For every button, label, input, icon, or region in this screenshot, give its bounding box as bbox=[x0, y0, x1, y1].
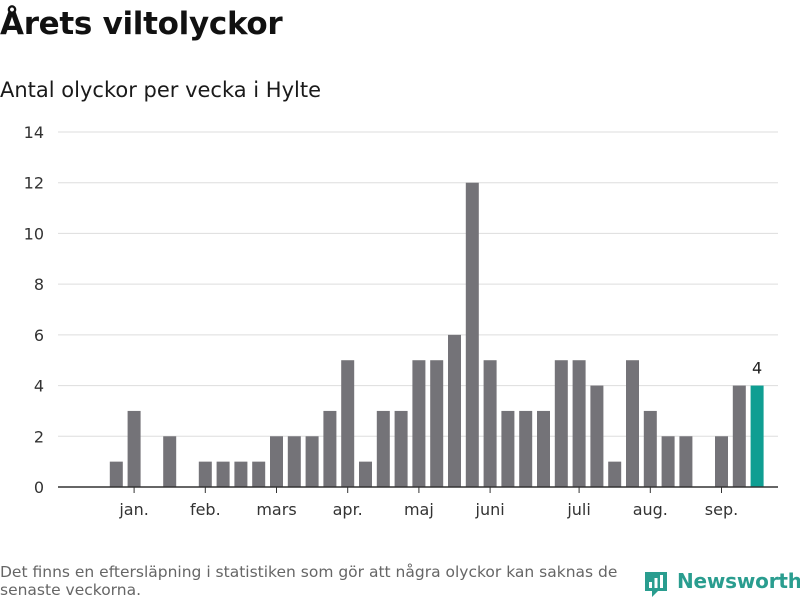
bar[interactable] bbox=[163, 436, 177, 487]
data-labels: 4 bbox=[752, 359, 762, 378]
bar[interactable] bbox=[643, 410, 657, 487]
bar[interactable] bbox=[412, 360, 426, 487]
bar[interactable] bbox=[359, 461, 372, 487]
footnote: Det finns en eftersläpning i statistiken… bbox=[0, 563, 618, 599]
bar[interactable] bbox=[270, 436, 283, 487]
y-axis-ticks: 0 2 4 6 8 10 12 14 bbox=[24, 123, 44, 497]
y-tick-label: 2 bbox=[34, 427, 44, 446]
bar[interactable] bbox=[590, 385, 604, 487]
bar[interactable] bbox=[448, 334, 461, 487]
data-label: 4 bbox=[752, 359, 762, 378]
bar[interactable] bbox=[501, 410, 515, 487]
bar[interactable] bbox=[127, 410, 141, 487]
x-tick-label: juli bbox=[566, 500, 590, 519]
bar[interactable] bbox=[216, 461, 230, 487]
y-tick-label: 6 bbox=[34, 326, 44, 345]
bar[interactable] bbox=[465, 182, 479, 487]
x-tick-label: maj bbox=[404, 500, 434, 519]
x-axis-ticks: jan. feb. mars apr. maj juni juli aug. sep. bbox=[118, 487, 738, 519]
x-tick-label: juni bbox=[475, 500, 505, 519]
y-tick-label: 0 bbox=[34, 478, 44, 497]
bar[interactable] bbox=[394, 410, 408, 487]
y-tick-label: 12 bbox=[24, 174, 44, 193]
x-tick-label: mars bbox=[256, 500, 296, 519]
x-tick-label: feb. bbox=[190, 500, 221, 519]
brand-name: Newsworthy bbox=[677, 569, 800, 593]
y-tick-label: 10 bbox=[24, 224, 44, 243]
bar[interactable] bbox=[198, 461, 212, 487]
highlight-bar[interactable] bbox=[750, 385, 764, 487]
bar[interactable] bbox=[430, 360, 444, 487]
bar[interactable] bbox=[483, 360, 497, 487]
bar[interactable] bbox=[572, 360, 586, 487]
x-tick-label: jan. bbox=[118, 500, 148, 519]
bar[interactable] bbox=[626, 360, 639, 487]
bar[interactable] bbox=[234, 461, 248, 487]
bar[interactable] bbox=[109, 461, 123, 487]
newsworthy-logo-icon bbox=[645, 572, 667, 597]
bar[interactable] bbox=[715, 436, 728, 487]
x-tick-label: sep. bbox=[705, 500, 738, 519]
y-tick-label: 4 bbox=[34, 377, 44, 396]
x-tick-label: aug. bbox=[633, 500, 668, 519]
bar[interactable] bbox=[537, 410, 550, 487]
bar[interactable] bbox=[554, 360, 568, 487]
grid-lines bbox=[58, 131, 778, 437]
y-tick-label: 14 bbox=[24, 123, 44, 142]
chart-title: Årets viltolyckor bbox=[0, 6, 283, 42]
bar[interactable] bbox=[519, 410, 533, 487]
y-tick-label: 8 bbox=[34, 275, 44, 294]
chart-subtitle: Antal olyckor per vecka i Hylte bbox=[0, 78, 322, 102]
bar[interactable] bbox=[679, 436, 693, 487]
bar[interactable] bbox=[305, 436, 319, 487]
newsworthy-logo[interactable]: Newsworthy bbox=[643, 568, 800, 600]
bars bbox=[58, 182, 778, 488]
bar[interactable] bbox=[287, 436, 301, 487]
bar[interactable] bbox=[661, 436, 675, 487]
bar[interactable] bbox=[252, 461, 266, 487]
bar-chart: 0 2 4 6 8 10 12 14 jan. feb. mars apr. maj juni juli a… bbox=[24, 123, 778, 519]
bar[interactable] bbox=[341, 360, 355, 487]
bar[interactable] bbox=[608, 461, 622, 487]
bar[interactable] bbox=[732, 385, 746, 487]
x-tick-label: apr. bbox=[333, 500, 363, 519]
bar[interactable] bbox=[323, 410, 337, 487]
bar[interactable] bbox=[376, 410, 390, 487]
